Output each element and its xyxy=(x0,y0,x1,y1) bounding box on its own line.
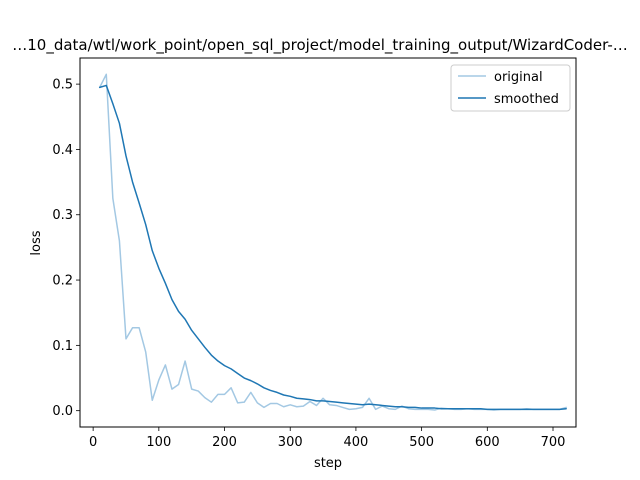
y-axis: 0.0 0.1 0.2 0.3 0.4 0.5 xyxy=(52,78,80,419)
y-tick-label: 0.3 xyxy=(52,208,73,223)
legend-label-original: original xyxy=(494,70,543,85)
x-tick-label: 500 xyxy=(409,435,434,450)
x-tick-label: 300 xyxy=(278,435,303,450)
x-axis-label: step xyxy=(314,456,342,471)
x-tick-label: 0 xyxy=(89,435,97,450)
x-axis: 0 100 200 300 400 500 600 700 xyxy=(89,427,565,450)
y-tick-label: 0.1 xyxy=(52,339,73,354)
x-tick-label: 400 xyxy=(344,435,369,450)
legend-label-smoothed: smoothed xyxy=(494,92,559,107)
axes-frame xyxy=(79,57,577,428)
legend: original smoothed xyxy=(450,64,571,112)
x-tick-label: 100 xyxy=(146,435,171,450)
y-tick-label: 0.4 xyxy=(52,143,73,158)
x-tick-label: 700 xyxy=(541,435,566,450)
chart-title: …10_data/wtl/work_point/open_sql_project… xyxy=(12,36,627,55)
x-tick-label: 200 xyxy=(212,435,237,450)
y-tick-label: 0.5 xyxy=(52,78,73,93)
series-line-smoothed xyxy=(98,84,567,411)
y-tick-label: 0.2 xyxy=(52,274,73,289)
y-axis-label: loss xyxy=(29,230,44,255)
plot-area xyxy=(79,57,577,428)
y-tick-label: 0.0 xyxy=(52,404,73,419)
x-tick-label: 600 xyxy=(475,435,500,450)
series-layer xyxy=(98,73,567,411)
